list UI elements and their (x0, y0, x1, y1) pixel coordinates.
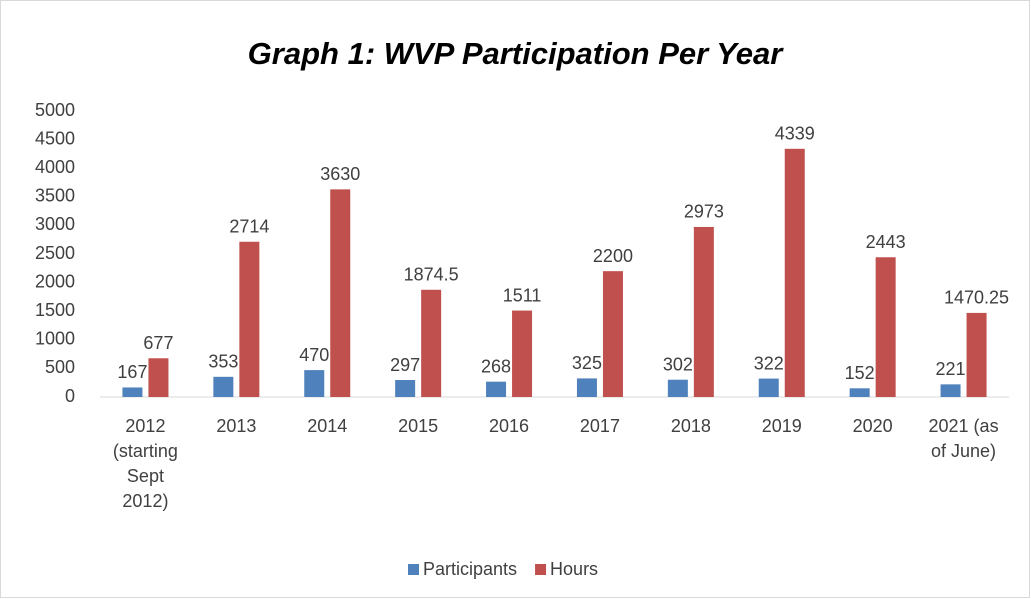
bar (758, 378, 779, 397)
y-tick-label: 1000 (35, 329, 75, 349)
bar (395, 380, 416, 397)
legend-label: Hours (550, 559, 598, 579)
x-tick-label: 2021 (as of June) (928, 416, 999, 461)
bar (576, 378, 597, 397)
bar (667, 379, 688, 397)
y-tick-label: 0 (65, 386, 75, 406)
legend-label: Participants (423, 559, 517, 579)
bar (602, 271, 623, 397)
data-label: 677 (143, 333, 173, 353)
x-tick-label: 2014 (307, 416, 348, 436)
data-label: 353 (208, 352, 238, 372)
legend-swatch (535, 564, 547, 575)
data-label: 221 (936, 359, 966, 379)
data-label: 297 (390, 355, 420, 375)
bar (875, 257, 896, 397)
data-label: 2200 (593, 246, 633, 266)
x-tick-label: 2016 (489, 416, 530, 436)
data-label: 4339 (775, 124, 815, 144)
data-label: 2714 (229, 217, 269, 237)
bar (304, 370, 325, 397)
data-label: 2973 (684, 202, 724, 222)
x-tick-label: 2015 (398, 416, 439, 436)
data-label: 2443 (866, 232, 906, 252)
data-label: 322 (754, 353, 784, 373)
data-label: 1470.25 (944, 288, 1009, 308)
x-tick-label: 2018 (670, 416, 711, 436)
data-label: 268 (481, 356, 511, 376)
chart-title: Graph 1: WVP Participation Per Year (248, 36, 785, 71)
bar (512, 310, 533, 397)
y-tick-label: 2500 (35, 243, 75, 263)
bar (849, 388, 870, 397)
y-tick-label: 3500 (35, 186, 75, 206)
bar (966, 312, 987, 397)
x-tick-label: 2012 (starting Sept 2012) (112, 416, 178, 511)
bar (940, 384, 961, 397)
data-label: 325 (572, 353, 602, 373)
x-tick-label: 2017 (579, 416, 620, 436)
y-tick-label: 3000 (35, 214, 75, 234)
y-tick-label: 5000 (35, 100, 75, 120)
x-tick-label: 2020 (852, 416, 893, 436)
bar (213, 376, 234, 397)
bar (122, 387, 143, 397)
y-tick-label: 1500 (35, 300, 75, 320)
bar (486, 381, 507, 397)
bar (784, 148, 805, 397)
data-label: 470 (299, 345, 329, 365)
y-tick-label: 2000 (35, 271, 75, 291)
y-tick-label: 4000 (35, 157, 75, 177)
data-label: 1511 (503, 285, 542, 305)
bar (330, 189, 351, 397)
data-label: 152 (845, 363, 875, 383)
x-tick-label: 2013 (216, 416, 257, 436)
data-label: 1874.5 (404, 265, 459, 285)
bar (148, 358, 169, 397)
bar (239, 241, 260, 397)
bar (421, 289, 442, 397)
data-label: 3630 (320, 164, 360, 184)
y-tick-label: 500 (45, 357, 75, 377)
data-label: 167 (117, 362, 147, 382)
data-label: 302 (663, 354, 693, 374)
legend-swatch (408, 564, 419, 575)
bar (693, 226, 714, 397)
y-tick-label: 4500 (35, 128, 75, 148)
x-tick-label: 2019 (761, 416, 802, 436)
